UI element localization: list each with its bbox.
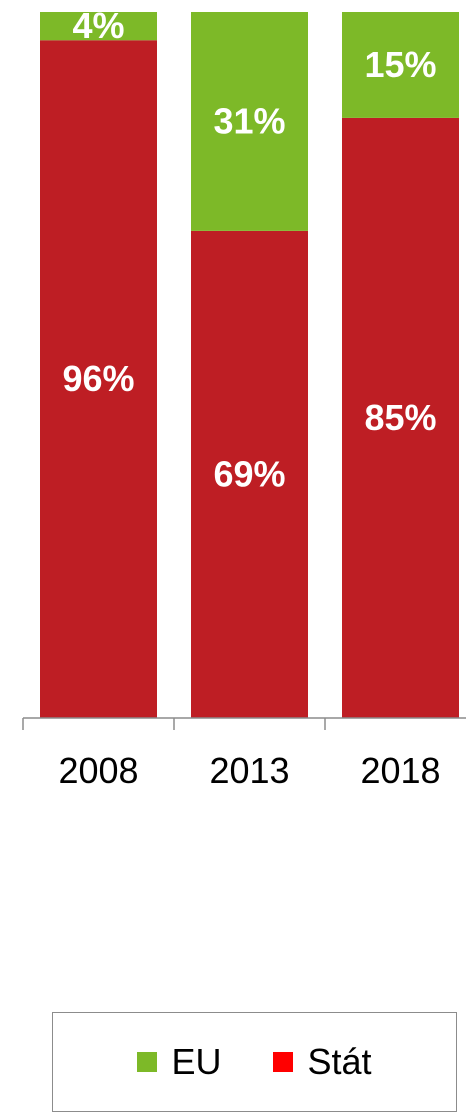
bar-eu-2008 bbox=[40, 12, 157, 41]
stacked-bar-chart: 96% 4% 69% 31% 85% 15% 2008 2013 2018 bbox=[22, 5, 466, 791]
legend: EU Stát bbox=[52, 1012, 457, 1112]
data-label-stt-2008: 96% bbox=[62, 358, 134, 399]
data-label-eu-2008: 4% bbox=[72, 5, 124, 46]
legend-item-stat: Stát bbox=[273, 1041, 372, 1083]
legend-item-eu: EU bbox=[137, 1041, 221, 1083]
legend-label-stat: Stát bbox=[307, 1041, 372, 1082]
data-label-eu-2018: 15% bbox=[364, 44, 436, 85]
bar-stt-2018 bbox=[342, 117, 459, 718]
x-axis: 2008 2013 2018 bbox=[22, 717, 466, 791]
data-label-stt-2018: 85% bbox=[364, 397, 436, 438]
legend-label-eu: EU bbox=[171, 1041, 222, 1082]
x-tick-label-2018: 2018 bbox=[360, 750, 440, 791]
data-label-stt-2013: 69% bbox=[213, 453, 285, 494]
bar-eu-2018 bbox=[342, 12, 459, 118]
bar-eu-2013 bbox=[191, 12, 308, 231]
data-label-eu-2013: 31% bbox=[213, 100, 285, 141]
legend-swatch-eu bbox=[137, 1052, 158, 1072]
bars-layer: 96% 4% 69% 31% 85% 15% bbox=[40, 5, 459, 719]
x-tick-label-2008: 2008 bbox=[58, 750, 138, 791]
x-tick-label-2013: 2013 bbox=[209, 750, 289, 791]
bar-stt-2013 bbox=[191, 230, 308, 719]
bar-stt-2008 bbox=[40, 40, 157, 719]
legend-swatch-stat bbox=[273, 1052, 294, 1072]
